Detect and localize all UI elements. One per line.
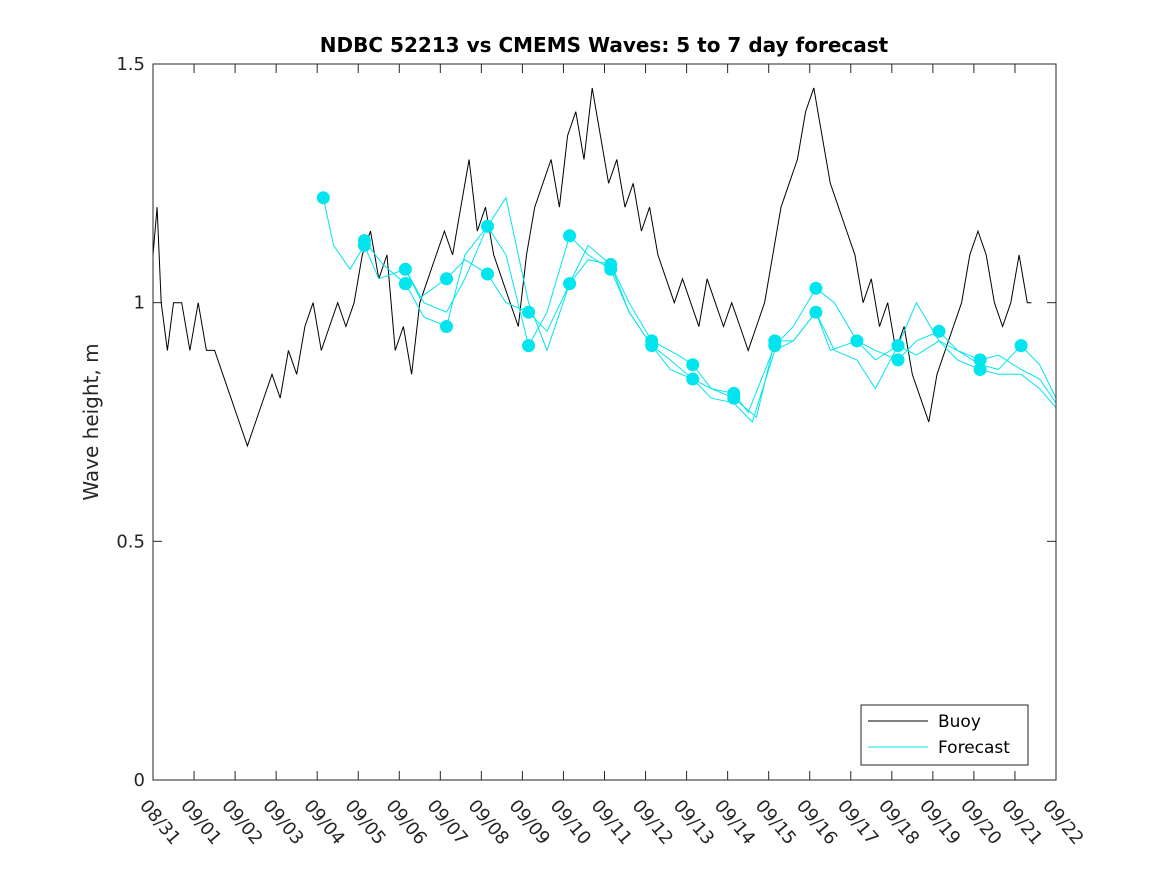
y-tick-label: 1 [134, 293, 145, 314]
forecast-init-point [316, 191, 330, 205]
forecast-init-point [645, 339, 659, 353]
y-tick-label: 1.5 [116, 54, 145, 75]
forecast-init-point [768, 339, 782, 353]
forecast-init-point [481, 267, 494, 281]
y-tick-label: 0 [134, 770, 145, 791]
chart-title: NDBC 52213 vs CMEMS Waves: 5 to 7 day fo… [320, 33, 889, 57]
forecast-init-point [932, 324, 946, 338]
plot-area [153, 64, 1056, 780]
legend-forecast-label: Forecast [938, 738, 1010, 758]
forecast-init-point [686, 358, 700, 372]
forecast-init-point [891, 339, 905, 353]
forecast-init-point [398, 277, 412, 291]
forecast-init-point [563, 229, 577, 243]
forecast-init-point [357, 238, 371, 252]
forecast-init-point [891, 353, 905, 367]
legend-buoy-label: Buoy [938, 712, 981, 732]
forecast-init-point [563, 277, 577, 291]
y-tick-label: 0.5 [116, 531, 145, 552]
forecast-init-point [973, 363, 987, 376]
data-layer [153, 87, 1056, 448]
y-axis-label: Wave height, m [79, 343, 103, 500]
forecast-line-2 [364, 225, 1056, 414]
forecast-init-point [522, 339, 536, 353]
forecast-init-point [809, 305, 823, 319]
legend-box [860, 704, 1029, 766]
forecast-init-point [1014, 339, 1028, 353]
forecast-init-point [686, 372, 700, 386]
plot-frame [152, 63, 1057, 781]
buoy-line [153, 87, 1032, 448]
forecast-init-point [973, 353, 987, 367]
forecast-init-point [440, 320, 453, 333]
forecast-init-point [809, 281, 823, 295]
forecast-init-point [398, 262, 412, 276]
forecast-init-point [481, 219, 494, 233]
forecast-init-point [522, 305, 536, 319]
forecast-init-point [850, 334, 864, 348]
forecast-init-point [727, 391, 741, 405]
forecast-init-point [604, 262, 618, 276]
forecast-init-point [440, 272, 453, 286]
legend: Buoy Forecast [860, 704, 1029, 766]
